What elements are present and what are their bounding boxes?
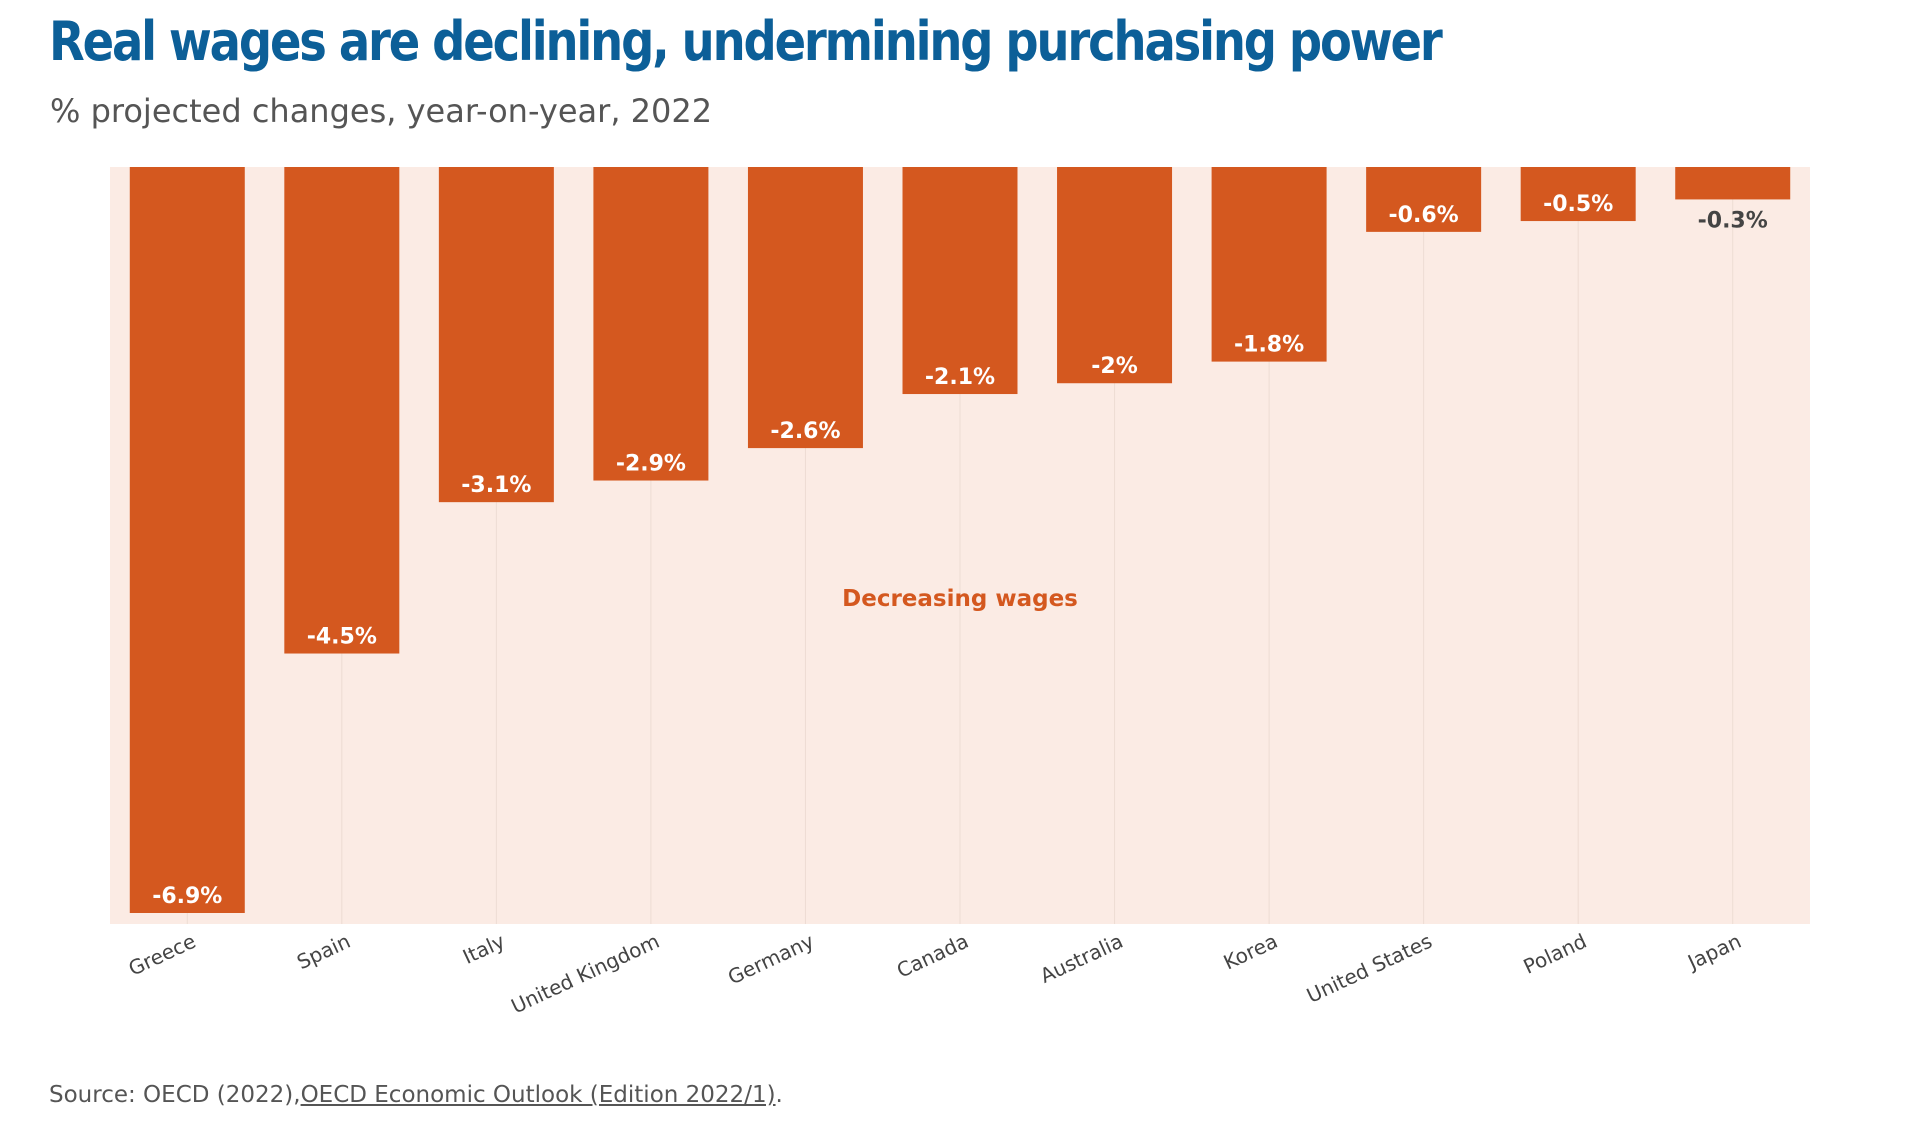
bar-italy[interactable] [438, 167, 554, 503]
value-label: -1.8% [1234, 333, 1304, 358]
value-label: -3.1% [461, 473, 531, 498]
decreasing-wages-annotation: Decreasing wages [842, 586, 1078, 612]
x-tick-label: Japan [1682, 929, 1745, 975]
value-label: -4.5% [307, 625, 377, 650]
bar-japan[interactable] [1675, 167, 1791, 200]
x-tick-label: Spain [293, 929, 354, 974]
x-tick-label: Canada [893, 929, 972, 983]
x-tick-label: Germany [724, 929, 818, 990]
x-tick-label: United States [1303, 929, 1436, 1008]
source-suffix: . [775, 1082, 783, 1108]
value-label: -2.6% [770, 419, 840, 444]
bar-spain[interactable] [284, 167, 400, 654]
bar-greece[interactable] [129, 167, 245, 913]
x-tick-label: United Kingdom [507, 929, 663, 1019]
bar-australia[interactable] [1057, 167, 1173, 384]
bar-united-kingdom[interactable] [593, 167, 709, 481]
x-tick-label: Greece [125, 929, 200, 981]
source-link[interactable]: OECD Economic Outlook (Edition 2022/1) [300, 1082, 776, 1108]
chart-subtitle: % projected changes, year-on-year, 2022 [50, 92, 713, 130]
value-label: -0.6% [1389, 203, 1459, 228]
source-prefix: Source: OECD (2022), [49, 1082, 301, 1108]
bar-germany[interactable] [747, 167, 863, 449]
bar-poland[interactable] [1520, 167, 1636, 222]
source-note: Source: OECD (2022),OECD Economic Outloo… [49, 1082, 783, 1108]
value-label: -6.9% [152, 884, 222, 909]
value-label: -2.9% [616, 452, 686, 477]
bar-korea[interactable] [1211, 167, 1327, 362]
bar-united-states[interactable] [1366, 167, 1482, 232]
x-tick-label: Italy [459, 929, 509, 969]
x-tick-label: Poland [1520, 929, 1591, 979]
bar-chart: -6.9% -4.5% -3.1% -2.9% -2.6% -2.1% -2% -1.8% -0… [110, 167, 1810, 1019]
chart-title: Real wages are declining, undermining pu… [49, 10, 1443, 73]
bar-canada[interactable] [902, 167, 1018, 395]
x-tick-label: Australia [1036, 929, 1126, 988]
x-tick-label: Korea [1220, 929, 1282, 975]
value-label: -2.1% [925, 365, 995, 390]
value-label: -2% [1091, 354, 1137, 379]
value-label: -0.3% [1698, 208, 1768, 233]
value-label: -0.5% [1543, 192, 1613, 217]
